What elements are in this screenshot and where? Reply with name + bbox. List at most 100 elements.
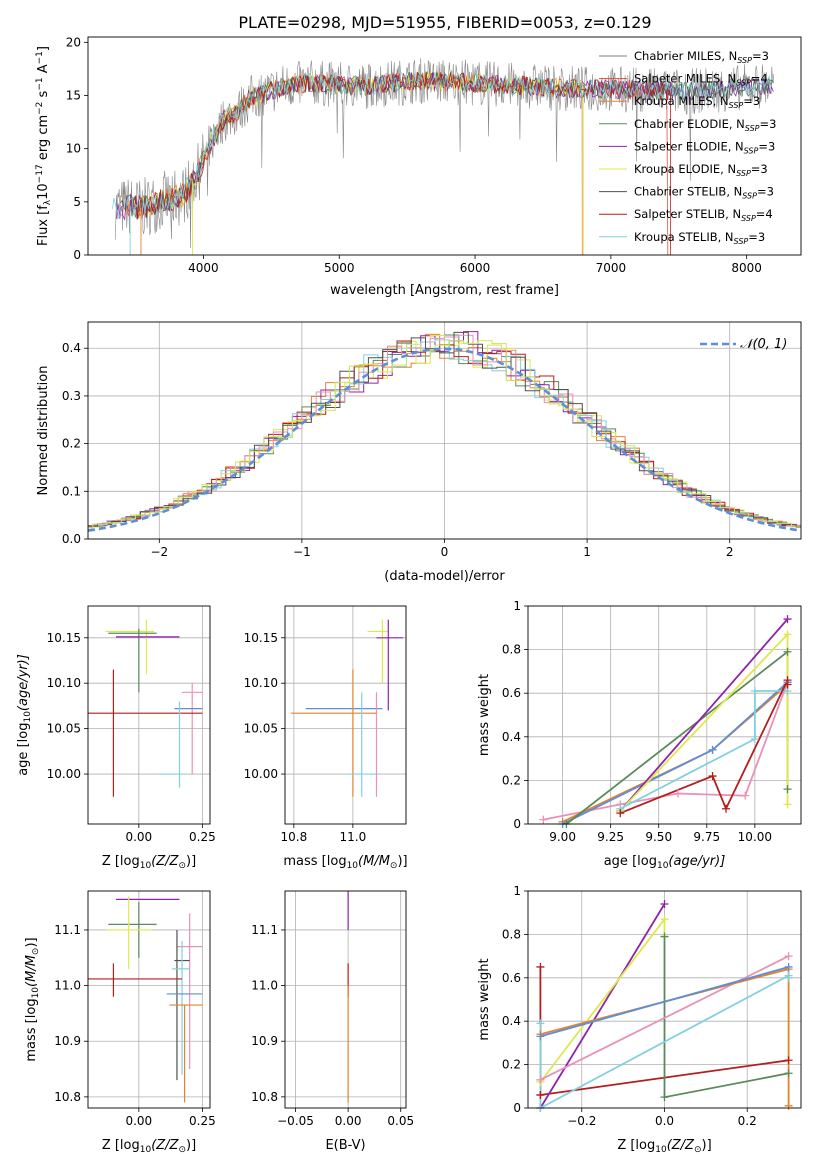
y-tick-label: 11.0	[54, 979, 81, 993]
weight-marker	[784, 1069, 793, 1078]
y-tick-label: 0.6	[502, 971, 521, 985]
x-tick-label: −0.05	[277, 1114, 314, 1128]
plot-area	[285, 891, 406, 1108]
y-tick-label: 0.2	[502, 1058, 521, 1072]
legend-suffix: =3	[757, 185, 774, 199]
legend-name: Kroupa STELIB, N	[634, 230, 734, 244]
label-part: 10	[655, 1145, 667, 1155]
weight-marker	[536, 1090, 545, 1099]
weight-marker	[536, 1032, 545, 1041]
legend-sub: SSP	[737, 56, 752, 65]
label-part: (age/yr)]	[668, 854, 725, 869]
y-tick-label: 0.8	[502, 643, 521, 657]
legend-suffix: =3	[743, 94, 760, 108]
weight-marker	[783, 785, 792, 794]
figure-title: PLATE=0298, MJD=51955, FIBERID=0053, z=0…	[238, 13, 651, 32]
y-tick-label: 10.10	[47, 676, 81, 690]
legend-suffix: =4	[751, 72, 768, 86]
x-tick-label: 7000	[596, 261, 627, 275]
weight-line	[619, 632, 789, 812]
x-tick-label: −1	[293, 545, 311, 559]
y-tick-label: 0.4	[502, 1014, 521, 1028]
legend-sub: SSP	[741, 214, 756, 223]
axes-frame	[87, 36, 802, 256]
legend-label: Salpeter MILES, NSSP=4	[634, 72, 768, 88]
x-axis-label: Z [log10(Z/Z⊙)]	[102, 1138, 196, 1155]
y-tick-label: 10.10	[244, 676, 278, 690]
x-axis-label: Z [log10(Z/Z⊙)]	[102, 854, 196, 871]
legend-suffix: =3	[752, 49, 769, 63]
y-tick-label: 10.9	[54, 1034, 81, 1048]
legend-sub: SSP	[742, 192, 757, 201]
y-tick-label: 5	[73, 195, 81, 209]
weight-line	[539, 916, 666, 1083]
y-axis-label: mass weight	[477, 958, 492, 1040]
data-point	[105, 619, 155, 675]
legend-suffix: =3	[760, 117, 777, 131]
x-axis-label: E(B-V)	[325, 1138, 365, 1153]
y-tick-label: 0.4	[502, 730, 521, 744]
legend-name: Salpeter ELODIE, N	[634, 139, 744, 153]
label-part: s	[36, 90, 51, 101]
weight-marker	[673, 789, 682, 798]
spectrum-line	[112, 71, 773, 220]
label-part: (M/M	[358, 854, 390, 869]
spectrum-line	[137, 70, 585, 255]
y-tick-label: 11.0	[251, 979, 278, 993]
weight-line	[619, 679, 789, 814]
data-point	[159, 701, 185, 788]
data-point	[346, 692, 380, 797]
label-part: )]	[186, 1138, 196, 1153]
label-part: λ	[43, 199, 53, 205]
x-tick-label: 9.75	[693, 830, 720, 844]
label-part: Z [log	[617, 1138, 655, 1153]
plot-area	[528, 606, 801, 824]
x-tick-label: 10.00	[738, 830, 772, 844]
y-tick-label: 10.15	[244, 631, 278, 645]
label-part: ]	[36, 46, 51, 51]
weight-line	[619, 618, 789, 812]
weight-marker	[784, 962, 793, 971]
axes-age-vs-mass: 10.8 11.0 10.00 10.05 10.10 10.15 mass [log10(…	[244, 605, 408, 871]
weight-line	[663, 936, 789, 1099]
label-part: (M/M	[24, 955, 39, 987]
plot-area	[88, 891, 210, 1108]
y-tick-label: 10.00	[244, 767, 278, 781]
data-point	[105, 896, 152, 969]
legend-name: Salpeter MILES, N	[634, 72, 736, 86]
y-tick-label: 0.1	[62, 484, 81, 498]
legend-sub: SSP	[745, 124, 760, 133]
label-part: 10	[140, 861, 152, 871]
legend-sub: SSP	[734, 237, 749, 246]
data-point	[290, 669, 377, 797]
y-tick-label: 0.2	[502, 773, 521, 787]
x-tick-label: −0.2	[567, 1114, 596, 1128]
label-part: (age/yr)]	[16, 654, 31, 711]
x-tick-label: 0.2	[738, 1114, 757, 1128]
x-tick-label: −2	[150, 545, 168, 559]
label-part: (Z/Z	[151, 1138, 179, 1153]
weight-marker	[660, 915, 669, 924]
x-tick-label: 10.8	[280, 830, 307, 844]
x-axis-label: mass [log10(M/M⊙)]	[283, 854, 407, 871]
axes-frame	[284, 890, 407, 1109]
weight-marker	[708, 772, 717, 781]
y-tick-label: 1	[513, 884, 521, 898]
y-axis-label: mass weight	[477, 674, 492, 756]
x-tick-label: 0.05	[387, 1114, 414, 1128]
data-point	[171, 941, 190, 1075]
x-tick-label: 0.25	[189, 1114, 216, 1128]
x-axis-label: (data-model)/error	[384, 569, 505, 584]
weight-marker	[783, 800, 792, 809]
weight-marker	[660, 1093, 669, 1102]
weight-marker	[750, 687, 759, 696]
x-tick-label: 0.00	[335, 1114, 362, 1128]
axes-spectrum: 4000 5000 6000 7000 8000 0 5 10 15 20 wavelength […	[35, 35, 802, 298]
weight-marker	[784, 952, 793, 961]
y-tick-label: 0	[513, 1101, 521, 1115]
axes-frame	[87, 321, 802, 540]
x-tick-label: 0.00	[125, 1114, 152, 1128]
y-tick-label: 0	[73, 248, 81, 262]
histogram	[88, 331, 801, 528]
